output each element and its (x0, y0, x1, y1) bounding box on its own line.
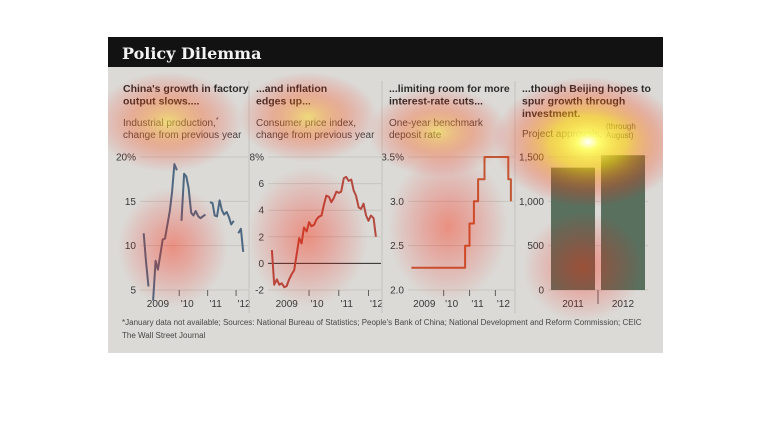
x-tick-label: '10 (181, 299, 194, 310)
panel-4-heading-line-2: spur growth through (522, 96, 625, 108)
panel-4-heading-line-1: ...though Beijing hopes to (522, 83, 651, 95)
panel-2-x-ticks: 2009 '10 '11 '12 (276, 290, 383, 310)
panel-4-annotation: (through August) (606, 122, 636, 140)
series-line (209, 199, 235, 226)
chart-canvas: China's growth in factory output slows...… (116, 81, 651, 340)
y-tick-label: 4 (258, 206, 264, 217)
panel-4-heading: ...though Beijing hopes to spur growth th… (522, 83, 651, 120)
y-tick-label: 3.5% (381, 153, 404, 164)
y-tick-label: 5 (130, 286, 136, 297)
y-tick-label: 3.0 (390, 197, 404, 208)
panel-4-y-ticks: 1,500 1,000 500 0 (519, 153, 544, 297)
series-line (142, 233, 150, 287)
panel-4-annotation-line-1: (through (606, 122, 636, 131)
panel-3-marks (411, 156, 512, 269)
x-tick-label: '11 (341, 299, 354, 310)
panel-2-marks (270, 175, 377, 289)
x-tick-label: '12 (497, 299, 510, 310)
y-tick-label: 0 (258, 259, 264, 270)
panel-1-subtitle-1: Industrial production,* (123, 117, 219, 129)
panel-2-subtitle-2: change from previous year (256, 130, 375, 141)
x-tick-label: 2009 (147, 299, 170, 310)
figure-title: Policy Dilemma (122, 44, 262, 63)
x-tick-label: '11 (209, 299, 222, 310)
y-tick-label: 15 (125, 197, 137, 208)
footnote: *January data not available; Sources: Na… (122, 318, 642, 327)
panel-consumer-price-index: ...and inflation edges up... Consumer pri… (250, 83, 384, 310)
y-tick-label: 6 (258, 179, 264, 190)
series-line (180, 172, 206, 221)
x-tick-label: 2009 (413, 299, 436, 310)
panel-1-heading-line-1: China's growth in factory (123, 83, 249, 95)
panel-2-grid (268, 156, 381, 291)
credit: The Wall Street Journal (122, 331, 206, 340)
panel-2-heading-line-2: edges up... (256, 96, 311, 108)
x-tick-label: 2011 (562, 299, 584, 310)
y-tick-label: 20% (116, 153, 136, 164)
bar (601, 155, 645, 290)
panel-1-y-ticks: 20% 15 10 5 (116, 153, 136, 297)
panel-3-heading: ...limiting room for more interest-rate c… (389, 83, 510, 108)
panel-3-y-ticks: 3.5% 3.0 2.5 2.0 (381, 153, 404, 297)
panel-3-x-ticks: 2009 '10 '11 '12 (413, 290, 510, 310)
panel-3-heading-line-1: ...limiting room for more (389, 83, 510, 95)
x-tick-label: 2009 (276, 299, 299, 310)
panel-1-subtitle-2: change from previous year (123, 130, 242, 141)
panel-3-heading-line-2: interest-rate cuts... (389, 96, 483, 108)
x-tick-label: '10 (445, 299, 458, 310)
y-tick-label: 0 (538, 286, 544, 297)
figure-header: Policy Dilemma (108, 37, 663, 67)
panel-4-x-ticks: 2011 2012 (562, 290, 635, 310)
series-line (237, 227, 245, 252)
panel-1-marks (142, 163, 245, 301)
panel-deposit-rate: ...limiting room for more interest-rate c… (381, 83, 514, 310)
panel-1-heading: China's growth in factory output slows...… (123, 83, 249, 108)
series-line (270, 175, 377, 289)
x-tick-label: '12 (370, 299, 383, 310)
panel-1-heading-line-2: output slows.... (123, 96, 199, 108)
panel-project-approvals: ...though Beijing hopes to spur growth th… (519, 83, 651, 310)
y-tick-label: 10 (125, 241, 137, 252)
y-tick-label: 8% (250, 153, 265, 164)
y-tick-label: 1,000 (519, 197, 544, 208)
y-tick-label: -2 (255, 286, 264, 297)
y-tick-label: 2.0 (390, 286, 404, 297)
panel-3-subtitle-2: deposit rate (389, 130, 442, 141)
panel-4-subtitle-1: Project approvals, (522, 129, 602, 140)
panel-3-grid (408, 156, 514, 291)
y-tick-label: 500 (527, 241, 544, 252)
panel-2-subtitle-1: Consumer price index, (256, 118, 356, 129)
series-line (152, 163, 178, 301)
panel-industrial-production: China's growth in factory output slows...… (116, 83, 251, 310)
series-line (411, 156, 512, 269)
panel-4-heading-line-3: investment. (522, 108, 580, 120)
panel-3-subtitle-1: One-year benchmark (389, 118, 484, 129)
y-tick-label: 2 (258, 232, 264, 243)
y-tick-label: 1,500 (519, 153, 544, 164)
bar (551, 167, 595, 290)
panel-4-marks (551, 155, 645, 290)
panel-2-heading: ...and inflation edges up... (256, 83, 327, 108)
x-tick-label: '12 (238, 299, 251, 310)
y-tick-label: 2.5 (390, 241, 404, 252)
panel-4-annotation-line-2: August) (606, 131, 634, 140)
panel-2-y-ticks: 8% 6 4 2 0 -2 (250, 153, 265, 297)
x-tick-label: 2012 (612, 299, 635, 310)
chart-figure: Policy Dilemma China's growth in factory… (108, 37, 663, 353)
x-tick-label: '10 (311, 299, 324, 310)
panel-2-heading-line-1: ...and inflation (256, 83, 327, 95)
panel-1-x-ticks: 2009 '10 '11 '12 (147, 290, 251, 310)
x-tick-label: '11 (471, 299, 484, 310)
